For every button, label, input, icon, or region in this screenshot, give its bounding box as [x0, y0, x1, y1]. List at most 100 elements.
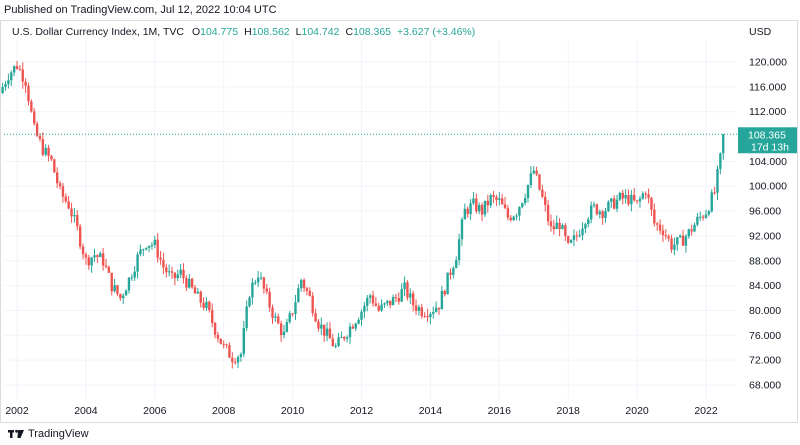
candle-body [569, 240, 573, 243]
candle-body [242, 327, 245, 355]
candle-body [469, 203, 472, 215]
grid-lines [4, 40, 737, 400]
candle-body [434, 307, 438, 312]
candle-body [297, 288, 300, 303]
candle-body [366, 297, 369, 306]
symbol-legend[interactable]: U.S. Dollar Currency Index, 1M, TVC O 10… [12, 26, 475, 38]
candle-body [211, 310, 214, 323]
candle-body [601, 211, 604, 218]
candle-body [4, 84, 7, 87]
y-tick-label: 68.000 [749, 380, 781, 392]
candle-body [325, 328, 329, 336]
candle-body [101, 253, 105, 266]
candle-body [188, 278, 191, 288]
candle-body [667, 236, 670, 239]
candle-body [420, 307, 423, 317]
symbol-name[interactable]: U.S. Dollar Currency Index, 1M, TVC [12, 26, 184, 38]
candle-body [179, 269, 182, 275]
candle-body [503, 204, 507, 209]
candle-body [24, 81, 27, 86]
candle-body [328, 328, 332, 339]
candle-body [50, 155, 53, 160]
candle-body [354, 323, 357, 329]
candle-body [165, 267, 168, 273]
candle-body [222, 343, 225, 345]
candle-body [173, 272, 177, 279]
candle-body [604, 210, 607, 218]
candle-body [213, 322, 217, 335]
candle-body [107, 266, 111, 273]
candle-body [308, 290, 312, 296]
x-tick-label: 2018 [557, 405, 581, 417]
candle-body [658, 224, 662, 231]
candle-body [644, 193, 647, 195]
candle-body [1, 86, 4, 94]
candle-body [618, 192, 622, 200]
candle-body [236, 357, 240, 363]
candle-body [127, 277, 131, 291]
y-tick-label: 120.000 [749, 57, 787, 69]
candle-body [55, 172, 59, 184]
candle-body [142, 249, 145, 251]
candle-body [478, 204, 481, 212]
candle-body [113, 285, 116, 292]
candle-body [650, 197, 653, 210]
candle-body [67, 201, 70, 209]
candle-body [256, 277, 260, 283]
last-price-box [738, 127, 797, 154]
y-tick-label: 116.000 [749, 81, 786, 93]
candle-body [713, 192, 716, 194]
candle-body [27, 85, 30, 102]
candle-body [664, 235, 668, 237]
y-tick-label: 88.000 [749, 255, 781, 267]
candle-body [704, 214, 708, 218]
candle-body [150, 245, 154, 247]
candle-body [271, 307, 274, 318]
candle-body [592, 204, 596, 206]
candle-body [687, 229, 690, 237]
candle-body [492, 195, 495, 197]
candle-body [248, 297, 251, 307]
candle-body [199, 291, 202, 303]
candle-body [305, 288, 309, 291]
candle-body [589, 205, 593, 220]
low-value: 104.742 [301, 26, 340, 38]
candle-body [483, 200, 487, 215]
candle-body [12, 66, 16, 73]
candle-body [262, 277, 266, 289]
candle-body [443, 290, 446, 295]
candle-body [33, 111, 36, 124]
y-tick-label: 84.000 [749, 280, 781, 292]
candle-body [185, 278, 188, 288]
candle-body [673, 244, 676, 250]
candle-body [124, 290, 128, 296]
candle-body [64, 196, 68, 202]
candle-body [351, 326, 355, 329]
candle-body [231, 357, 234, 363]
candle-body [87, 257, 90, 266]
candle-body [719, 153, 722, 170]
candle-body [139, 249, 142, 255]
candle-body [549, 221, 553, 227]
candle-body [391, 297, 395, 306]
candle-body [386, 300, 389, 304]
candle-body [607, 201, 610, 211]
x-tick-label: 2002 [5, 405, 29, 417]
candle-body [317, 321, 320, 329]
candle-body [716, 169, 719, 193]
footer-brand[interactable]: TradingView [8, 428, 89, 440]
candle-body [567, 236, 570, 243]
candle-body [653, 209, 656, 224]
candles [1, 61, 725, 369]
close-value: 108.365 [353, 26, 392, 38]
candle-body [182, 269, 185, 279]
candle-body [225, 344, 228, 346]
x-tick-label: 2012 [350, 405, 374, 417]
candle-body [96, 255, 99, 258]
candle-body [228, 345, 231, 358]
candle-body [377, 305, 380, 311]
candle-body [506, 208, 510, 218]
last-price-value: 108.365 [748, 129, 786, 141]
x-tick-label: 2022 [694, 405, 718, 417]
